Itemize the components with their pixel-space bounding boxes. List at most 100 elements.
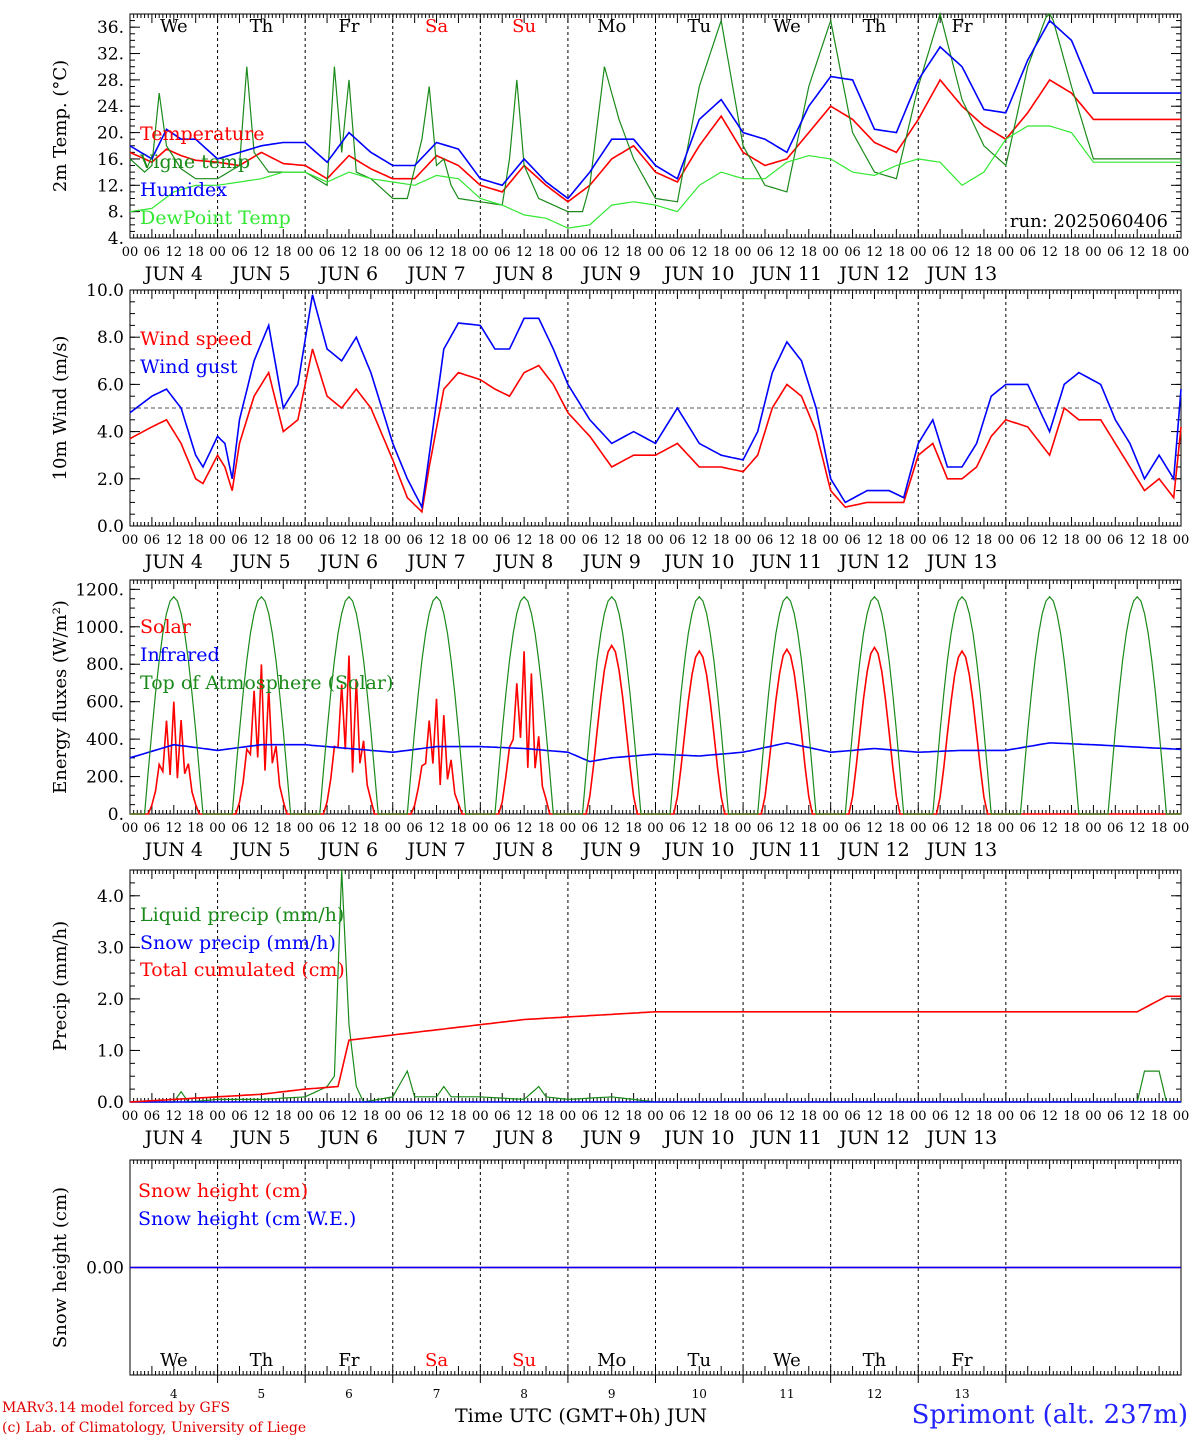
- hour-label: 18: [187, 821, 204, 836]
- y-tick-label: 8.0: [97, 328, 124, 348]
- hour-label: 12: [954, 245, 971, 260]
- hour-label: 06: [669, 533, 686, 548]
- day-number-label: 10: [692, 1387, 707, 1400]
- hour-label: 00: [122, 1109, 139, 1124]
- hour-label: 06: [932, 821, 949, 836]
- hour-label: 06: [932, 245, 949, 260]
- y-axis-label: Energy fluxes (W/m²): [50, 600, 71, 794]
- date-label: JUN 6: [318, 263, 378, 285]
- panel-4: [129, 869, 1182, 1103]
- weekday-label: Sa: [425, 1350, 448, 1371]
- hour-label: 00: [998, 533, 1015, 548]
- weekday-label: Fr: [338, 16, 359, 37]
- date-label: JUN 6: [318, 839, 378, 861]
- hour-label: 18: [1151, 533, 1168, 548]
- y-tick-label: 4.0: [97, 887, 124, 907]
- hour-label: 18: [363, 245, 380, 260]
- weekday-label: We: [773, 16, 801, 37]
- legend-entry: Humidex: [140, 179, 227, 201]
- date-label: JUN 5: [230, 1127, 290, 1149]
- date-label: JUN 8: [493, 263, 553, 285]
- day-number-label: 8: [520, 1387, 528, 1400]
- date-label: JUN 9: [581, 263, 641, 285]
- y-tick-label: 0.00: [86, 1259, 124, 1279]
- hour-label: 18: [800, 821, 817, 836]
- hour-label: 06: [582, 245, 599, 260]
- y-tick-label: 6.0: [97, 375, 124, 395]
- hour-label: 18: [713, 1109, 730, 1124]
- hour-label: 06: [406, 245, 423, 260]
- hour-label: 12: [253, 821, 270, 836]
- hour-label: 12: [516, 245, 533, 260]
- hour-label: 00: [1173, 821, 1190, 836]
- hour-label: 00: [647, 1109, 664, 1124]
- panel-frame: [129, 13, 1182, 239]
- date-label: JUN 12: [837, 839, 909, 861]
- hour-label: 00: [560, 245, 577, 260]
- hour-label: 18: [800, 245, 817, 260]
- y-tick-label: 4.0: [97, 423, 124, 443]
- hour-label: 06: [144, 821, 161, 836]
- lab-credit: (c) Lab. of Climatology, University of L…: [2, 1420, 307, 1436]
- hour-label: 18: [363, 533, 380, 548]
- weekday-label: Th: [250, 1350, 274, 1371]
- hour-label: 00: [209, 1109, 226, 1124]
- hour-label: 00: [910, 245, 927, 260]
- y-tick-label: 12.: [97, 176, 124, 196]
- hour-label: 00: [998, 1109, 1015, 1124]
- date-label: JUN 4: [143, 551, 203, 573]
- hour-label: 12: [341, 821, 358, 836]
- hour-label: 00: [472, 1109, 489, 1124]
- hour-label: 00: [1173, 1109, 1190, 1124]
- hour-label: 18: [275, 821, 292, 836]
- hour-label: 00: [822, 821, 839, 836]
- hour-label: 12: [1041, 821, 1058, 836]
- series-line-dewpoint-temp: [129, 125, 1181, 229]
- y-tick-label: 400.: [86, 730, 124, 750]
- y-tick-label: 1000.: [75, 618, 124, 638]
- hour-label: 00: [122, 245, 139, 260]
- hour-label: 00: [735, 533, 752, 548]
- hour-label: 18: [976, 245, 993, 260]
- hour-label: 12: [1041, 1109, 1058, 1124]
- hour-label: 00: [384, 1109, 401, 1124]
- hour-label: 06: [231, 1109, 248, 1124]
- date-label: JUN 7: [405, 1127, 465, 1149]
- hour-label: 12: [603, 245, 620, 260]
- y-tick-label: 3.0: [97, 938, 124, 958]
- hour-label: 12: [954, 1109, 971, 1124]
- date-label: JUN 13: [925, 839, 997, 861]
- hour-label: 12: [1041, 533, 1058, 548]
- hour-label: 06: [844, 821, 861, 836]
- weekday-label: We: [160, 1350, 188, 1371]
- hour-label: 18: [625, 533, 642, 548]
- y-tick-label: 2.0: [97, 470, 124, 490]
- hour-label: 06: [406, 821, 423, 836]
- hour-label: 12: [866, 533, 883, 548]
- hour-label: 12: [779, 1109, 796, 1124]
- y-tick-label: 2.0: [97, 990, 124, 1010]
- date-label: JUN 8: [493, 839, 553, 861]
- date-label: JUN 6: [318, 1127, 378, 1149]
- legend-entry: DewPoint Temp: [140, 207, 291, 229]
- weekday-label: Tu: [687, 1350, 711, 1371]
- legend-entry: Vigne temp: [139, 151, 250, 173]
- series-line-infrared: [129, 742, 1182, 763]
- hour-label: 18: [450, 821, 467, 836]
- hour-label: 06: [406, 1109, 423, 1124]
- y-tick-label: 600.: [86, 693, 124, 713]
- hour-label: 12: [603, 821, 620, 836]
- legend-entry: Infrared: [140, 644, 220, 666]
- y-tick-label: 800.: [86, 655, 124, 675]
- hour-label: 18: [800, 1109, 817, 1124]
- hour-label: 18: [713, 245, 730, 260]
- hour-label: 00: [122, 821, 139, 836]
- hour-label: 18: [538, 245, 555, 260]
- date-label: JUN 7: [405, 551, 465, 573]
- hour-label: 00: [472, 245, 489, 260]
- hour-label: 00: [122, 533, 139, 548]
- meteogram-chart: 4. 8. 12. 16. 20. 24. 28. 32. 36. 2m Temp. (°C) We…: [50, 11, 1190, 1400]
- hour-label: 06: [757, 1109, 774, 1124]
- hour-label: 18: [275, 1109, 292, 1124]
- legend-entry: Snow height (cm W.E.): [138, 1208, 356, 1230]
